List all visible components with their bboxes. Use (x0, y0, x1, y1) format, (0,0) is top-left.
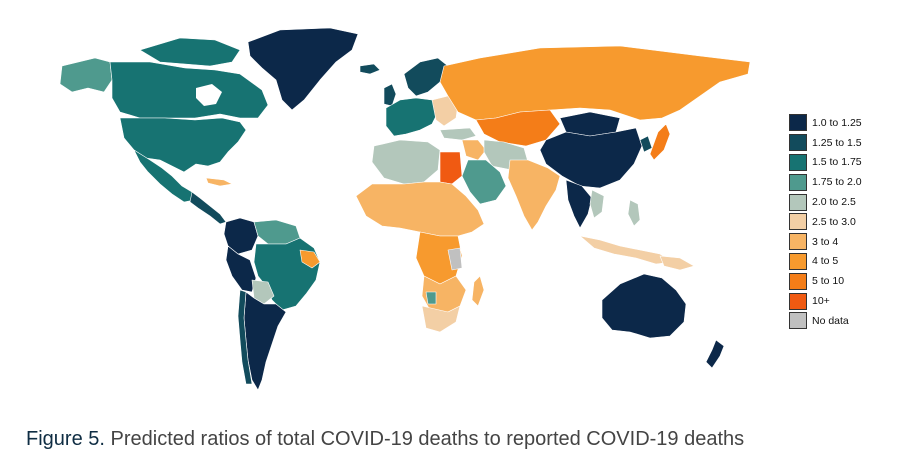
legend-swatch (789, 114, 807, 132)
legend-swatch (789, 213, 807, 231)
region-peru (225, 245, 257, 293)
region-venezuela (253, 219, 301, 245)
legend-label: 1.0 to 1.25 (812, 116, 862, 129)
legend-label: 1.25 to 1.5 (812, 136, 862, 149)
region-egypt (439, 151, 463, 185)
legend-swatch (789, 272, 807, 290)
legend-label: 3 to 4 (812, 235, 839, 248)
region-namibia (425, 291, 437, 305)
region-south-africa (421, 305, 461, 333)
region-north-africa (371, 139, 441, 185)
legend-item: 1.25 to 1.5 (789, 133, 889, 153)
region-northeast-brazil (299, 249, 321, 269)
legend-label: 5 to 10 (812, 275, 845, 288)
legend-swatch (789, 134, 807, 152)
legend-label: 2.5 to 3.0 (812, 215, 856, 228)
region-cuba (205, 177, 233, 187)
region-chile (237, 289, 253, 385)
figure-caption: Figure 5. Predicted ratios of total COVI… (26, 428, 744, 451)
legend-swatch (789, 173, 807, 191)
region-australia (601, 273, 687, 339)
region-arabian-peninsula (461, 159, 507, 205)
region-alaska (59, 57, 113, 93)
legend-item: 1.5 to 1.75 (789, 153, 889, 173)
legend-swatch (789, 292, 807, 310)
legend-swatch (789, 252, 807, 270)
world-map (59, 27, 751, 391)
region-new-guinea (659, 255, 695, 271)
region-colombia (223, 217, 259, 255)
region-greenland (247, 27, 359, 111)
region-western-europe (385, 97, 439, 137)
region-bolivia (251, 279, 275, 305)
legend-label: 1.5 to 1.75 (812, 156, 862, 169)
region-united-kingdom (383, 83, 397, 107)
legend-label: 1.75 to 2.0 (812, 176, 862, 189)
region-kazakhstan (475, 109, 561, 147)
legend-label: 2.0 to 2.5 (812, 196, 856, 209)
legend-item: 2.0 to 2.5 (789, 192, 889, 212)
region-new-zealand (705, 339, 725, 369)
figure-caption-text: Predicted ratios of total COVID-19 death… (110, 428, 745, 450)
legend-item: 1.0 to 1.25 (789, 113, 889, 133)
region-korea (639, 135, 653, 153)
region-no-data (447, 247, 463, 271)
legend-item: No data (789, 311, 889, 331)
hudson-bay (196, 84, 222, 106)
region-japan (649, 123, 671, 161)
legend-swatch (789, 233, 807, 251)
region-central-america (189, 191, 227, 225)
map-legend: 1.0 to 1.25 1.25 to 1.5 1.5 to 1.75 1.75… (789, 113, 889, 331)
legend-item: 5 to 10 (789, 271, 889, 291)
region-sub-saharan-africa (355, 181, 485, 237)
legend-item: 3 to 4 (789, 232, 889, 252)
region-china (539, 127, 643, 189)
region-vietnam (589, 189, 605, 219)
legend-swatch (789, 193, 807, 211)
region-madagascar (471, 275, 485, 307)
legend-item: 1.75 to 2.0 (789, 172, 889, 192)
region-middle-east (461, 139, 487, 161)
legend-label: No data (812, 314, 849, 327)
region-canada (109, 61, 269, 119)
region-southeast-asia (565, 179, 593, 229)
legend-item: 4 to 5 (789, 252, 889, 272)
region-united-states (119, 117, 247, 173)
region-iceland (359, 63, 381, 75)
figure-label: Figure 5. (26, 428, 105, 450)
legend-item: 2.5 to 3.0 (789, 212, 889, 232)
legend-swatch (789, 312, 807, 330)
region-india (507, 159, 561, 231)
region-russia (439, 45, 751, 121)
region-philippines (627, 199, 641, 227)
legend-label: 4 to 5 (812, 255, 839, 268)
region-arctic-islands (139, 37, 241, 67)
region-indonesia (579, 235, 673, 265)
legend-item: 10+ (789, 291, 889, 311)
region-turkey (439, 127, 477, 141)
legend-label: 10+ (812, 295, 830, 308)
legend-swatch (789, 153, 807, 171)
